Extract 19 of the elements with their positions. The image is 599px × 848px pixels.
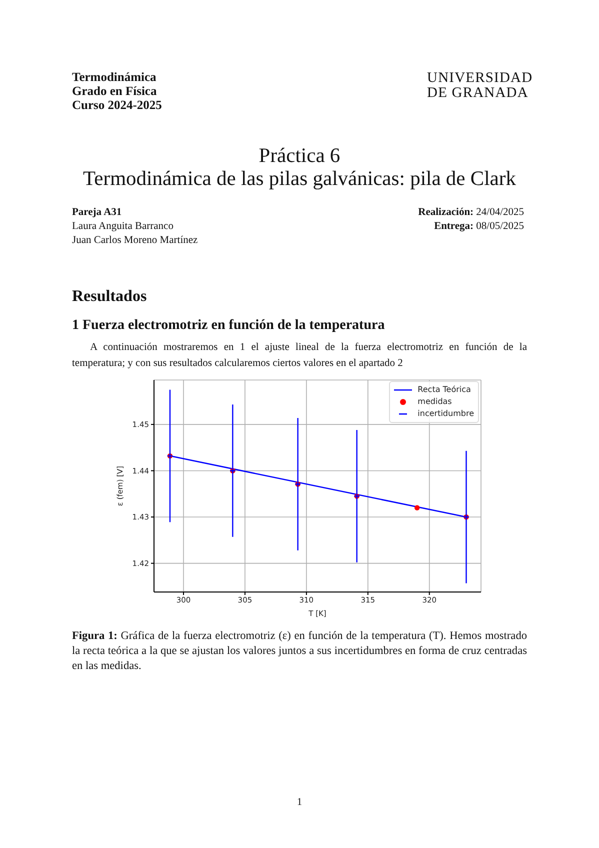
legend-label: incertidumbre — [418, 408, 474, 420]
text: Grado en Física — [72, 84, 157, 98]
text: Pareja A31 — [72, 207, 122, 218]
text: Juan Carlos Moreno Martínez — [72, 235, 198, 246]
legend-label: Recta Teórica — [418, 384, 471, 396]
text: 1 — [296, 797, 302, 808]
text: Laura Anguita Barranco — [72, 221, 174, 232]
text: UNIVERSIDAD DE GRANADA — [427, 70, 533, 101]
text: Curso 2024-2025 — [72, 98, 162, 112]
text: Termodinámica — [72, 70, 156, 84]
chart-subtitle: Termodinámica de las pilas galvánicas: pila de Clark — [83, 168, 516, 190]
chart-title: Práctica 6 — [258, 145, 340, 167]
text: Resultados — [72, 288, 147, 305]
text: Entrega: 08/05/2025 — [434, 221, 524, 232]
text: A continuación mostraremos en 1 el ajuste lineal de la fuerza electromotriz en función de la temperatura; y con sus resultados calcularemos ciertos valores en el apartado 2 — [72, 342, 527, 369]
legend-label: medidas — [418, 396, 452, 408]
text: Figura 1: Gráfica de la fuerza electromotriz (ε) en función de la temperatura (T). Hemos mostrado la recta teórica a la que se ajustan los valores juntos a sus incertidumbres en forma de cruz centradas en las medidas. — [72, 630, 527, 672]
text: Realización: 24/04/2025 — [418, 207, 524, 218]
text: 1 Fuerza electromotriz en función de la temperatura — [72, 318, 385, 333]
